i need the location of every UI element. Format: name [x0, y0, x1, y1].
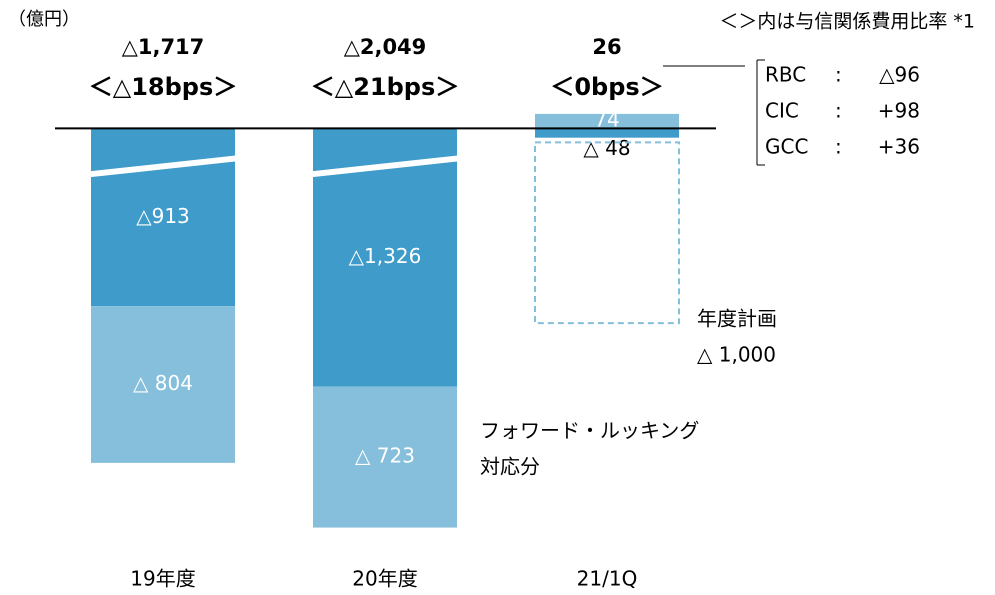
x-tick-label: 21/1Q: [577, 567, 638, 591]
unit-label: （億円）: [8, 9, 80, 30]
ratio-label: ＜0bps＞: [550, 73, 663, 101]
ratio-label: ＜△18bps＞: [89, 73, 238, 101]
value-label: △1,326: [349, 244, 422, 268]
breakdown-name: CIC: [765, 99, 799, 123]
x-tick-label: 19年度: [130, 567, 195, 591]
breakdown-sep: :: [835, 135, 842, 159]
total-label: △2,049: [344, 35, 427, 59]
bar-segment: [313, 386, 457, 528]
breakdown-sep: :: [835, 63, 842, 87]
plan-value-label: △ 1,000: [697, 343, 776, 367]
value-label: △ 804: [133, 371, 193, 395]
total-label: △1,717: [122, 35, 205, 59]
breakdown-name: RBC: [765, 63, 806, 87]
bar-segment: [535, 113, 679, 129]
segment-note: フォワード・ルッキング: [480, 419, 699, 443]
axis-break: [310, 155, 460, 178]
total-label: 26: [592, 35, 621, 59]
segment-note: 対応分: [480, 455, 540, 479]
bar-segment: [535, 128, 679, 138]
bar-segment: [91, 128, 235, 307]
breakdown-value: +36: [878, 135, 920, 159]
ratio-label: ＜△21bps＞: [311, 73, 460, 101]
breakdown-sep: :: [835, 99, 842, 123]
ratio-note: ＜＞内は与信関係費用比率 *1: [719, 11, 975, 33]
bracket: [663, 59, 765, 166]
breakdown-value: +98: [878, 99, 920, 123]
plan-label: 年度計画: [697, 307, 777, 331]
value-label: △913: [136, 204, 190, 228]
value-label: △ 723: [355, 444, 415, 468]
breakdown-value: △96: [879, 63, 920, 87]
value-label: △ 48: [583, 136, 630, 160]
plan-box: [534, 141, 680, 325]
breakdown-name: GCC: [765, 135, 808, 159]
x-tick-label: 20年度: [352, 567, 417, 591]
bar-segment: [91, 306, 235, 463]
axis-break: [88, 155, 238, 178]
